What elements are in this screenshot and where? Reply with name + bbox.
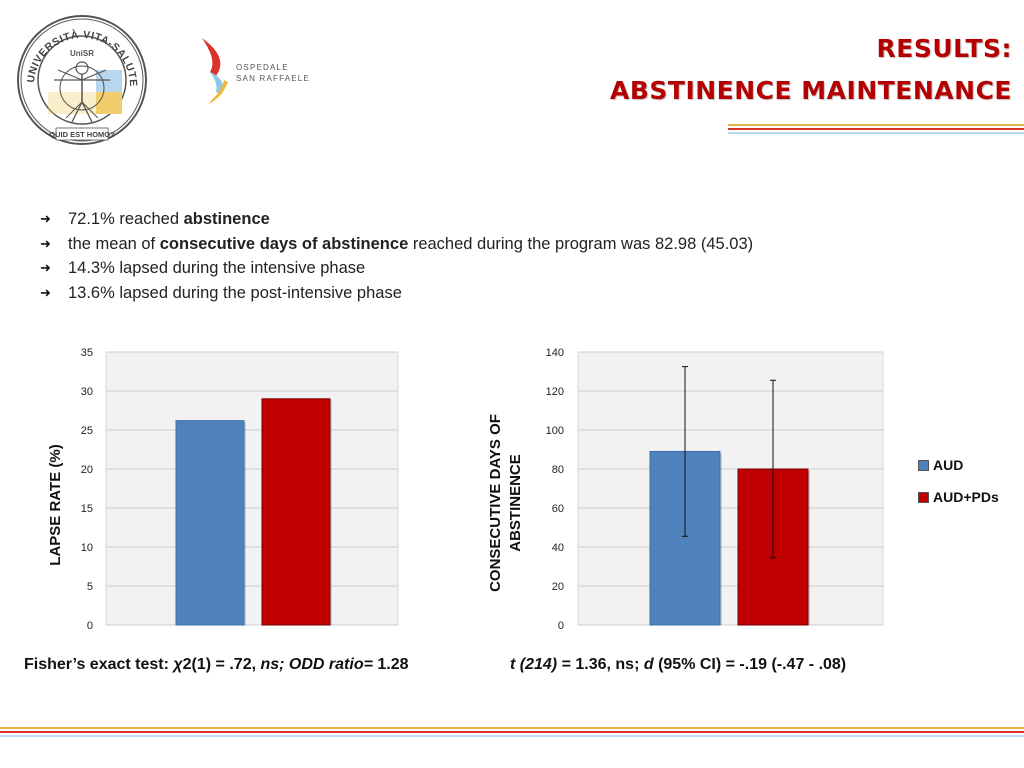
- y-tick-label: 60: [552, 503, 564, 515]
- hospital-logo: OSPEDALE SAN RAFFAELE: [202, 38, 310, 104]
- y-tick-label: 0: [558, 620, 564, 632]
- legend-label: AUD: [933, 457, 964, 473]
- bar-aud-pds: [261, 398, 331, 626]
- hospital-name-line1: OSPEDALE: [236, 63, 289, 72]
- legend-swatch-aud: [918, 459, 929, 471]
- y-tick-label: 20: [552, 581, 564, 593]
- arrow-right-icon: ➜: [40, 284, 51, 300]
- slide-title-line2: ABSTINENCE MAINTENANCE: [609, 76, 1012, 105]
- arrow-right-icon: ➜: [40, 260, 51, 275]
- bullet-text: the mean of consecutive days of abstinen…: [68, 234, 754, 253]
- slide-title-line1: RESULTS:: [876, 34, 1012, 63]
- plot-area: [105, 351, 399, 626]
- header-rule-gold: [728, 124, 1024, 126]
- list-item: ➜ 14.3% lapsed during the intensive phas…: [40, 256, 753, 281]
- bullet-text: 14.3% lapsed during the intensive phase: [68, 259, 366, 277]
- footer-rule-gold: [0, 727, 1024, 729]
- y-tick-label: 10: [81, 542, 93, 554]
- seal-center-text: UniSR: [70, 49, 94, 58]
- y-tick-label: 100: [546, 425, 564, 437]
- list-item: ➜ 72.1% reached abstinence: [40, 207, 753, 232]
- bar-aud: [175, 420, 245, 626]
- y-tick-label: 120: [546, 386, 564, 398]
- arrow-right-icon: ➜: [40, 235, 51, 251]
- y-tick-label: 140: [546, 347, 564, 359]
- y-tick-label: 5: [87, 581, 93, 593]
- footer-rule-blue: [0, 735, 1024, 737]
- fisher-test-result: Fisher’s exact test: χ2(1) = .72, ns; OD…: [24, 656, 409, 673]
- legend-item-audpd: AUD+PDs: [918, 489, 999, 505]
- seal-motto: QUID EST HOMO?: [49, 130, 115, 139]
- y-tick-label: 80: [552, 464, 564, 476]
- legend-swatch-audpd: [918, 491, 929, 503]
- y-tick-label: 30: [81, 386, 93, 398]
- t-test-result: t (214) = 1.36, ns; d (95% CI) = -.19 (-…: [510, 656, 847, 673]
- findings-list: ➜ 72.1% reached abstinence ➜ the mean of…: [40, 207, 753, 305]
- y-tick-label: 25: [81, 425, 93, 437]
- y-axis-label-line2: ABSTINENCE: [507, 454, 524, 552]
- legend-item-aud: AUD: [918, 457, 963, 473]
- y-axis-label-line1: CONSECUTIVE DAYS OF: [487, 414, 504, 592]
- legend-label: AUD+PDs: [933, 489, 999, 505]
- hospital-name-line2: SAN RAFFAELE: [236, 74, 310, 83]
- footer-rule-red: [0, 731, 1024, 733]
- header-rule-blue: [728, 132, 1024, 134]
- header-rule-red: [728, 128, 1024, 130]
- y-tick-label: 0: [87, 620, 93, 632]
- y-tick-label: 15: [81, 503, 93, 515]
- arrow-right-icon: ➜: [40, 211, 51, 226]
- university-seal-logo: UNIVERSITÀ VITA-SALUTE SAN RAFFAELE UniS…: [14, 10, 147, 145]
- y-tick-label: 20: [81, 464, 93, 476]
- list-item: ➜ the mean of consecutive days of abstin…: [40, 232, 753, 257]
- plot-area: [577, 351, 884, 626]
- abstinence-days-chart: CONSECUTIVE DAYS OF ABSTINENCE 0 20 40 60 80…: [487, 347, 884, 632]
- list-item: ➜ 13.6% lapsed during the post-intensive…: [40, 281, 753, 306]
- lapse-rate-chart: LAPSE RATE (%) 0 5 10 15 20 25 30 35: [47, 347, 399, 632]
- y-axis-label: LAPSE RATE (%): [47, 444, 64, 565]
- bullet-text: 72.1% reached abstinence: [68, 210, 270, 228]
- bullet-text: 13.6% lapsed during the post-intensive p…: [68, 283, 402, 302]
- y-tick-label: 40: [552, 542, 564, 554]
- y-tick-label: 35: [81, 347, 93, 359]
